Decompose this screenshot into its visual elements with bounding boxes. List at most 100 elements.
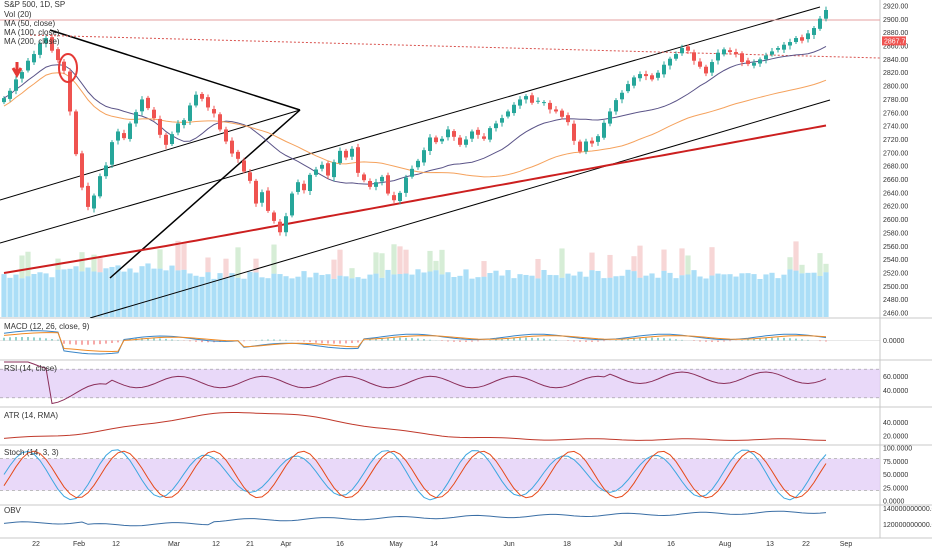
volume-bar-spike xyxy=(481,261,487,277)
candle-body xyxy=(290,193,294,216)
price-tick-label: 2880.00 xyxy=(883,30,908,37)
volume-bar xyxy=(463,269,469,317)
candle-body xyxy=(62,61,66,71)
volume-bar xyxy=(499,275,505,317)
candle-body xyxy=(584,141,588,152)
volume-bar xyxy=(595,270,601,317)
time-tick-label: Jun xyxy=(503,541,514,548)
volume-bar xyxy=(355,277,361,317)
volume-bar xyxy=(769,272,775,317)
candle-body xyxy=(80,153,84,188)
volume-bar xyxy=(133,272,139,317)
volume-bar-spike xyxy=(175,240,181,271)
volume-bar xyxy=(7,277,13,317)
volume-bar xyxy=(613,276,619,317)
volume-bar xyxy=(631,271,637,317)
volume-bar xyxy=(481,276,487,317)
legend-stoch: Stoch (14, 3, 3) xyxy=(4,448,59,457)
candle-body xyxy=(254,180,258,204)
volume-bar xyxy=(793,270,799,317)
time-axis[interactable]: 22 Feb 12 Mar 12 21 Apr 16 May 14 Jun 18 Jul 16 Aug 13 2… xyxy=(32,541,852,548)
candle-body xyxy=(428,137,432,151)
volume-bar-spike xyxy=(709,247,715,276)
candle-body xyxy=(8,90,12,99)
candle-body xyxy=(68,71,72,112)
macd-pane: 0.0000 xyxy=(0,330,905,355)
volume-bar xyxy=(517,274,523,317)
volume-bar xyxy=(289,278,295,317)
volume-bar xyxy=(103,268,109,317)
moving-averages xyxy=(3,45,827,274)
price-tick-label: 2660.00 xyxy=(883,177,908,184)
volume-bar xyxy=(709,275,715,317)
volume-bar xyxy=(211,278,217,317)
candle-body xyxy=(746,60,750,65)
time-tick-label: 12 xyxy=(112,541,120,548)
volume-bars xyxy=(1,240,829,317)
volume-bar xyxy=(313,272,319,317)
volume-bar xyxy=(439,274,445,317)
volume-bar xyxy=(505,270,511,317)
candle-body xyxy=(98,176,102,197)
volume-bar-spike xyxy=(631,256,637,272)
trend-lines xyxy=(0,6,880,318)
volume-bar-spike xyxy=(559,248,565,278)
price-tick-label: 2720.00 xyxy=(883,137,908,144)
candle-body xyxy=(2,98,6,103)
volume-bar xyxy=(805,272,811,317)
time-tick-label: May xyxy=(389,541,403,548)
time-tick-label: 21 xyxy=(246,541,254,548)
price-tick-label: 2680.00 xyxy=(883,164,908,171)
volume-bar xyxy=(409,274,415,317)
price-tick-label: 2600.00 xyxy=(883,217,908,224)
volume-bar-spike xyxy=(823,263,829,273)
volume-bar-spike xyxy=(337,249,343,276)
volume-bar xyxy=(85,267,91,317)
volume-bar-spike xyxy=(817,253,823,277)
candle-body xyxy=(698,61,702,67)
candle-body xyxy=(668,58,672,66)
volume-bar xyxy=(31,274,37,317)
candle-body xyxy=(548,102,552,110)
volume-bar xyxy=(349,278,355,317)
volume-bar xyxy=(49,277,55,317)
time-tick-label: 18 xyxy=(563,541,571,548)
volume-bar xyxy=(223,278,229,317)
candle-body xyxy=(686,46,690,51)
price-tick-label: 2860.00 xyxy=(883,44,908,51)
candle-body xyxy=(326,163,330,176)
volume-bar xyxy=(199,276,205,317)
time-tick-label: Jul xyxy=(614,541,623,548)
volume-bar xyxy=(433,270,439,317)
down-arrow-marker xyxy=(11,62,23,79)
volume-bar xyxy=(55,269,61,317)
candle-body xyxy=(284,216,288,233)
candle-body xyxy=(212,109,216,114)
macd-line xyxy=(3,330,827,355)
candle-body xyxy=(728,50,732,53)
candle-body xyxy=(440,138,444,142)
time-tick-label: Mar xyxy=(168,541,181,548)
price-tick-label: 2800.00 xyxy=(883,84,908,91)
volume-bar xyxy=(163,270,169,317)
candle-body xyxy=(470,131,474,139)
price-tick-label: 2460.00 xyxy=(883,311,908,318)
candle-body xyxy=(206,97,210,108)
time-tick-label: 16 xyxy=(336,541,344,548)
stoch-tick-label: 0.0000 xyxy=(883,499,905,506)
price-axis[interactable]: 2920.00 2900.00 2880.00 2860.00 2840.00 2820.… xyxy=(883,4,908,318)
candle-body xyxy=(794,38,798,43)
candle-body xyxy=(494,123,498,129)
volume-bar xyxy=(277,274,283,317)
candle-body xyxy=(170,134,174,145)
volume-bar xyxy=(109,266,115,317)
candle-body xyxy=(392,195,396,201)
volume-bar xyxy=(271,273,277,317)
atr-tick-label: 20.0000 xyxy=(883,434,908,441)
candle-body xyxy=(632,77,636,86)
legend-atr: ATR (14, RMA) xyxy=(4,411,58,420)
volume-bar xyxy=(451,276,457,317)
candle-body xyxy=(140,99,144,112)
candle-body xyxy=(14,79,18,91)
volume-bar-spike xyxy=(379,253,385,278)
